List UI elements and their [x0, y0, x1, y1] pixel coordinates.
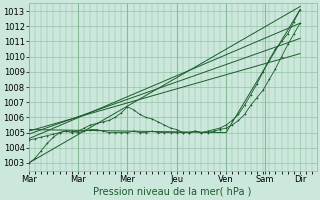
X-axis label: Pression niveau de la mer( hPa ): Pression niveau de la mer( hPa ) [93, 187, 252, 197]
